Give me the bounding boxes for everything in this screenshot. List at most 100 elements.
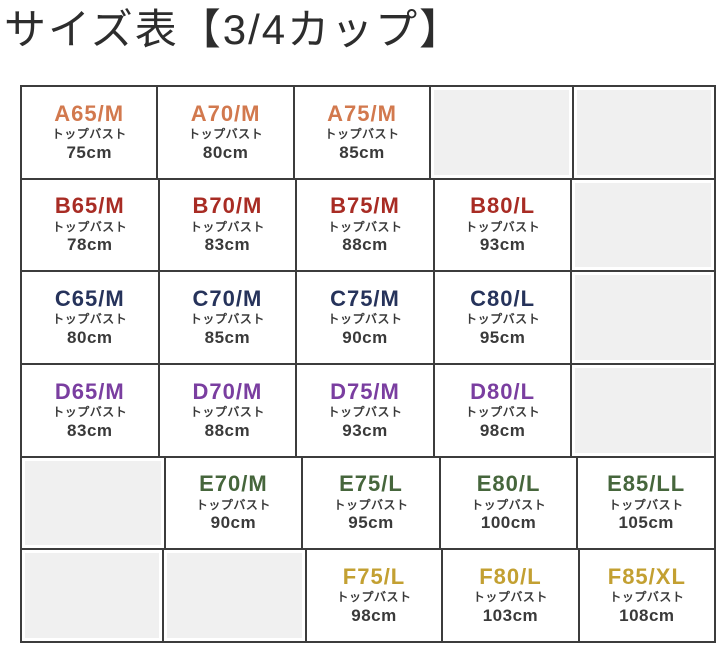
table-row: F75/L トップバスト 98cm F80/L トップバスト 103cm F85/XL トップ… — [22, 548, 715, 642]
size-cell: E70/M トップバスト 90cm — [163, 457, 302, 549]
size-cell: B75/M トップバスト 88cm — [295, 179, 433, 271]
bust-label: トップバスト — [465, 312, 541, 327]
bust-value: 93cm — [342, 420, 388, 440]
empty-cell-fill — [25, 553, 160, 639]
size-cell: C80/L トップバスト 95cm — [432, 272, 571, 364]
bust-label: トップバスト — [336, 590, 412, 605]
bust-value: 80cm — [202, 142, 249, 162]
bust-value: 88cm — [342, 235, 388, 255]
size-cell: D70/M トップバスト 88cm — [157, 365, 296, 456]
page-title: サイズ表【3/4カップ】 — [4, 6, 464, 53]
empty-cell — [570, 179, 714, 271]
size-cell: F75/L トップバスト 98cm — [304, 550, 442, 642]
bust-label: トップバスト — [472, 590, 548, 605]
size-cell: B65/M トップバスト 78cm — [22, 179, 158, 271]
size-label: C65/M — [54, 286, 125, 312]
size-label: A70/M — [190, 100, 261, 126]
bust-label: トップバスト — [333, 497, 409, 512]
bust-value: 75cm — [66, 142, 112, 162]
size-cell: D75/M トップバスト 93cm — [295, 365, 433, 456]
size-cell: C65/M トップバスト 80cm — [22, 272, 158, 364]
size-label: E85/LL — [607, 471, 686, 497]
bust-label: トップバスト — [189, 404, 265, 419]
bust-value: 90cm — [342, 327, 388, 347]
size-label: D80/L — [470, 378, 536, 404]
size-cell: A70/M トップバスト 80cm — [156, 87, 293, 178]
bust-value: 83cm — [67, 420, 113, 440]
bust-label: トップバスト — [51, 126, 127, 141]
size-cell: C75/M トップバスト 90cm — [295, 272, 433, 364]
bust-value: 95cm — [348, 513, 394, 533]
empty-cell — [429, 87, 572, 178]
bust-label: トップバスト — [609, 590, 685, 605]
size-cell: E75/L トップバスト 95cm — [301, 457, 439, 549]
empty-cell-fill — [434, 90, 569, 175]
bust-label: トップバスト — [195, 497, 271, 512]
bust-label: トップバスト — [465, 404, 541, 419]
bust-label: トップバスト — [189, 312, 265, 327]
bust-value: 105cm — [618, 513, 674, 533]
size-label: B70/M — [192, 193, 263, 219]
bust-value: 83cm — [204, 235, 251, 255]
size-label: B65/M — [54, 193, 125, 219]
bust-label: トップバスト — [324, 126, 400, 141]
empty-cell — [22, 457, 164, 549]
size-cell: A65/M トップバスト 75cm — [22, 87, 157, 178]
table-row: A65/M トップバスト 75cm A70/M トップバスト 80cm A75/M トップバス… — [22, 87, 715, 178]
empty-cell-fill — [576, 90, 712, 175]
size-label: F85/XL — [607, 564, 686, 590]
bust-value: 95cm — [479, 327, 526, 347]
size-cell: F85/XL トップバスト 108cm — [577, 550, 715, 642]
size-cell: A75/M トップバスト 85cm — [292, 87, 430, 178]
empty-cell — [571, 87, 715, 178]
size-cell: D65/M トップバスト 83cm — [22, 365, 158, 456]
bust-label: トップバスト — [189, 219, 265, 234]
table-row: D65/M トップバスト 83cm D70/M トップバスト 88cm D75/M トップバス… — [22, 363, 714, 456]
empty-cell — [570, 365, 714, 456]
table-row: C65/M トップバスト 80cm C70/M トップバスト 85cm C75/M トップバス… — [22, 270, 714, 364]
bust-label: トップバスト — [52, 219, 128, 234]
bust-label: トップバスト — [327, 312, 403, 327]
size-label: C80/L — [470, 286, 536, 312]
size-cell: E80/L トップバスト 100cm — [438, 457, 577, 549]
size-cell: F80/L トップバスト 103cm — [441, 550, 578, 642]
bust-label: トップバスト — [608, 497, 684, 512]
empty-cell — [162, 550, 305, 642]
size-cell: C70/M トップバスト 85cm — [157, 272, 296, 364]
bust-value: 85cm — [204, 327, 251, 347]
empty-cell-fill — [575, 368, 711, 453]
bust-label: トップバスト — [52, 312, 128, 327]
bust-label: トップバスト — [52, 404, 128, 419]
bust-value: 98cm — [351, 605, 397, 625]
bust-value: 90cm — [210, 513, 257, 533]
size-label: E75/L — [339, 471, 403, 497]
empty-cell — [22, 550, 163, 642]
size-label: C75/M — [330, 286, 400, 312]
bust-value: 85cm — [339, 142, 385, 162]
size-cell: B70/M トップバスト 83cm — [157, 179, 296, 271]
size-cell: B80/L トップバスト 93cm — [432, 179, 571, 271]
bust-label: トップバスト — [188, 126, 264, 141]
bust-value: 100cm — [480, 513, 537, 533]
bust-value: 98cm — [479, 420, 526, 440]
size-cell: D80/L トップバスト 98cm — [432, 365, 571, 456]
size-cell: E85/LL トップバスト 105cm — [576, 457, 714, 549]
table-row: E70/M トップバスト 90cm E75/L トップバスト 95cm E80/L トップバス… — [22, 455, 714, 549]
bust-value: 80cm — [67, 327, 113, 347]
empty-cell-fill — [25, 460, 161, 546]
bust-label: トップバスト — [327, 219, 403, 234]
table-row: B65/M トップバスト 78cm B70/M トップバスト 83cm B75/M トップバス… — [22, 177, 714, 271]
bust-value: 108cm — [619, 605, 675, 625]
bust-value: 78cm — [67, 235, 113, 255]
empty-cell-fill — [575, 182, 711, 268]
size-label: B80/L — [470, 193, 536, 219]
size-label: D65/M — [54, 378, 125, 404]
size-label: F80/L — [479, 564, 542, 590]
size-label: E70/M — [199, 471, 268, 497]
size-label: A65/M — [54, 100, 125, 126]
size-label: E80/L — [476, 471, 541, 497]
size-label: D75/M — [330, 378, 400, 404]
bust-label: トップバスト — [327, 404, 403, 419]
bust-value: 88cm — [204, 420, 251, 440]
